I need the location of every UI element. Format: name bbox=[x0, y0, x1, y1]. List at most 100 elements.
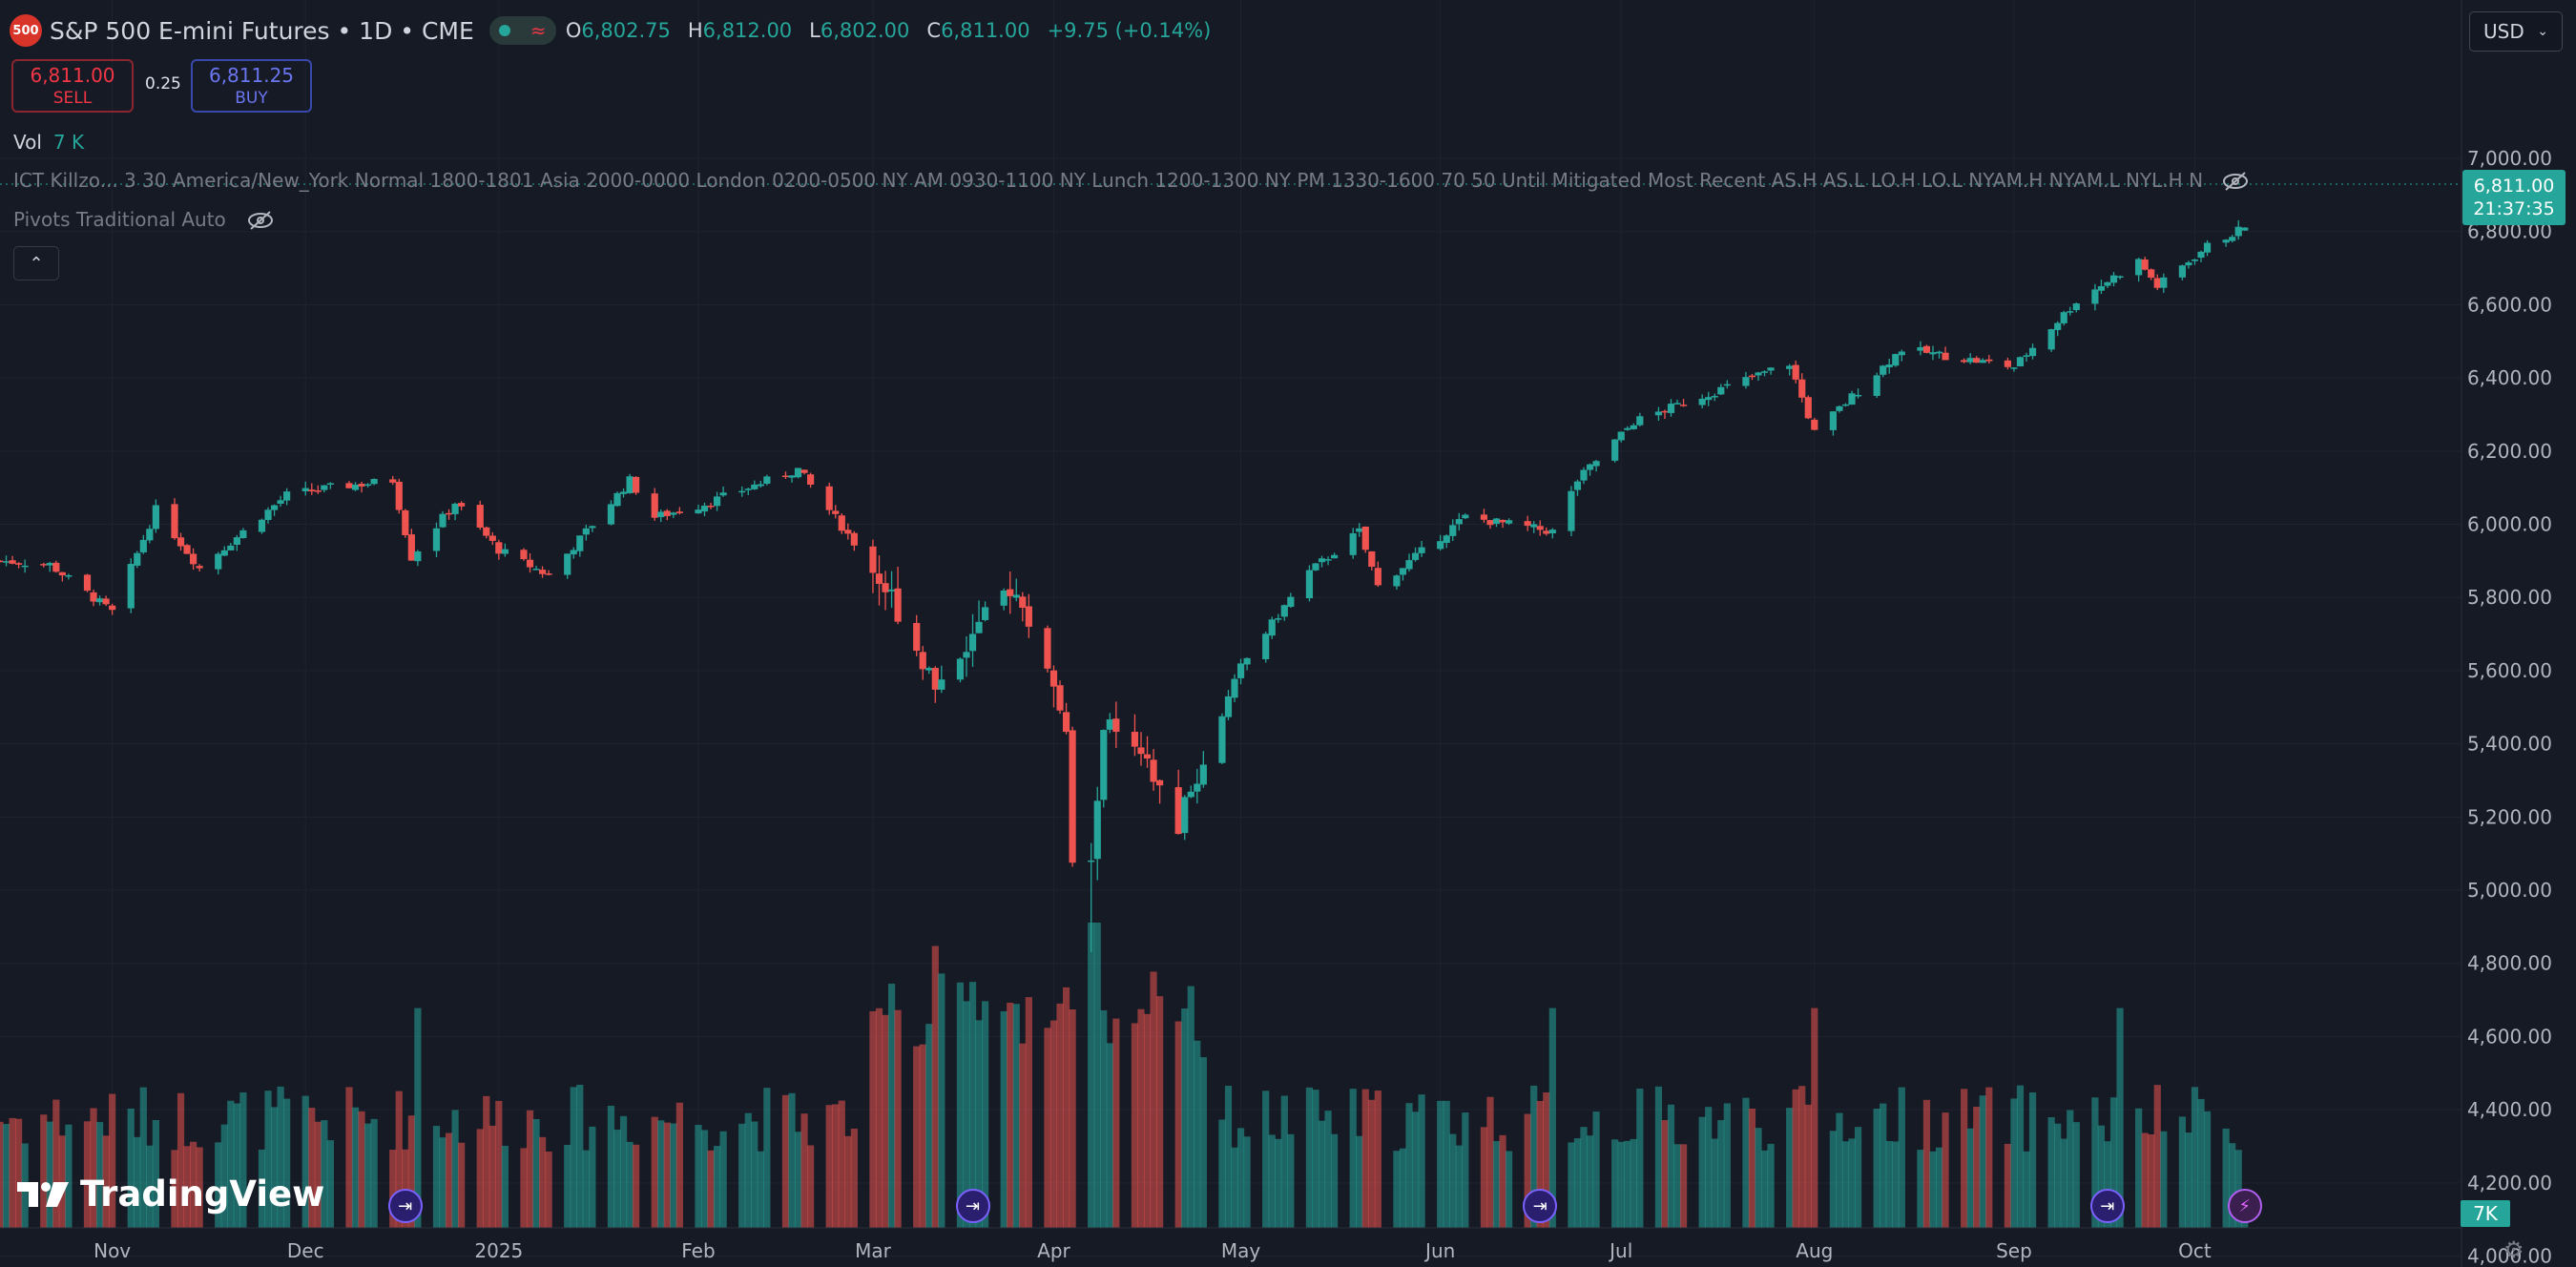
volume-bar bbox=[9, 1117, 16, 1228]
volume-bar bbox=[938, 973, 945, 1228]
candle-body bbox=[1630, 425, 1637, 429]
volume-bar bbox=[1368, 1099, 1376, 1228]
volume-bar bbox=[619, 1115, 628, 1228]
candle-body bbox=[127, 564, 135, 609]
settings-icon[interactable]: ⚙ bbox=[2503, 1236, 2524, 1263]
volume-bar bbox=[358, 1111, 365, 1228]
volume-bar bbox=[1318, 1120, 1326, 1228]
event-icon[interactable]: ⇥ bbox=[387, 1189, 423, 1223]
candle-body bbox=[2091, 289, 2099, 304]
volume-bar bbox=[1062, 987, 1070, 1228]
volume-bar bbox=[2091, 1097, 2099, 1228]
market-status[interactable]: ≈ bbox=[488, 16, 556, 45]
volume-bar bbox=[1049, 1020, 1058, 1228]
eye-off-icon[interactable] bbox=[246, 210, 275, 231]
candle-body bbox=[844, 530, 852, 534]
volume-bar bbox=[1505, 1151, 1513, 1228]
candle-body bbox=[1592, 461, 1600, 467]
candle-body bbox=[1885, 364, 1893, 368]
candle-body bbox=[1611, 439, 1619, 461]
candle-body bbox=[2135, 259, 2143, 276]
candle-body bbox=[432, 528, 441, 551]
tradingview-logo[interactable]: TradingView bbox=[17, 1174, 324, 1215]
buy-button[interactable]: 6,811.25 BUY bbox=[191, 59, 312, 113]
candle-body bbox=[1767, 367, 1775, 371]
symbol-icon[interactable]: 500 bbox=[10, 14, 42, 47]
volume-bar bbox=[351, 1107, 360, 1228]
candle-body bbox=[451, 503, 459, 514]
volume-bar bbox=[1636, 1089, 1644, 1228]
price-tick-label: 4,200.00 bbox=[2467, 1172, 2552, 1194]
candle-body bbox=[189, 553, 197, 565]
price-tick-label: 4,400.00 bbox=[2467, 1098, 2552, 1121]
volume-bar bbox=[968, 982, 977, 1228]
currency-select[interactable]: USD ⌄ bbox=[2469, 11, 2563, 52]
volume-bar bbox=[1324, 1111, 1332, 1228]
volume-indicator-name: Vol bbox=[13, 131, 42, 154]
candle-body bbox=[744, 488, 752, 490]
price-tick-label: 7,000.00 bbox=[2467, 147, 2552, 170]
candle-body bbox=[1811, 419, 1818, 430]
volume-bar bbox=[707, 1150, 715, 1228]
ict-killzones-legend[interactable]: ICT Killzo... 3 30 America/New_York Norm… bbox=[13, 169, 2204, 192]
volume-bar bbox=[1836, 1112, 1843, 1228]
candle-body bbox=[1848, 393, 1856, 405]
candle-body bbox=[1199, 764, 1207, 785]
volume-bar bbox=[1617, 1141, 1625, 1228]
candle-body bbox=[270, 505, 279, 510]
volume-bar bbox=[1705, 1107, 1713, 1228]
candle-body bbox=[633, 476, 640, 493]
candle-body bbox=[139, 539, 147, 552]
candle-body bbox=[1505, 520, 1513, 524]
candle-body bbox=[1224, 696, 1233, 717]
volume-bar bbox=[800, 1113, 808, 1228]
flash-icon[interactable]: ⚡ bbox=[2227, 1189, 2262, 1223]
price-tick-label: 6,000.00 bbox=[2467, 513, 2552, 536]
candle-body bbox=[83, 574, 92, 592]
candle-body bbox=[1025, 606, 1032, 627]
candle-body bbox=[177, 537, 185, 547]
candle-body bbox=[1449, 525, 1457, 536]
candle-body bbox=[838, 515, 845, 531]
candle-body bbox=[607, 504, 615, 525]
candle-body bbox=[931, 668, 939, 690]
time-tick-label: Jun bbox=[1423, 1239, 1455, 1262]
symbol-title[interactable]: S&P 500 E-mini Futures • 1D • CME bbox=[50, 16, 474, 45]
volume-bar bbox=[146, 1145, 154, 1228]
candle-body bbox=[1748, 375, 1756, 378]
candle-body bbox=[476, 505, 484, 528]
volume-bar bbox=[1312, 1090, 1319, 1228]
sell-button[interactable]: 6,811.00 SELL bbox=[11, 59, 134, 113]
pivots-legend[interactable]: Pivots Traditional Auto bbox=[13, 208, 226, 231]
volume-bar bbox=[1760, 1150, 1769, 1228]
event-icon[interactable]: ⇥ bbox=[955, 1189, 990, 1223]
volume-bar bbox=[345, 1087, 353, 1228]
candle-body bbox=[1275, 618, 1282, 620]
tradingview-logo-text: TradingView bbox=[80, 1174, 325, 1215]
volume-bar bbox=[2178, 1116, 2187, 1228]
volume-bar bbox=[1929, 1151, 1937, 1228]
collapse-legend-button[interactable]: ⌃ bbox=[13, 246, 59, 280]
event-icon[interactable]: ⇥ bbox=[1523, 1189, 1558, 1223]
price-tick-label: 5,800.00 bbox=[2467, 586, 2552, 609]
candle-body bbox=[1405, 560, 1413, 570]
candle-body bbox=[1106, 719, 1113, 730]
price-tick-label: 4,000.00 bbox=[2467, 1245, 2552, 1267]
volume-bar bbox=[1536, 1100, 1544, 1228]
candle-body bbox=[1524, 521, 1531, 527]
candle-body bbox=[1150, 759, 1157, 782]
volume-indicator-legend[interactable]: Vol 7 K bbox=[13, 131, 84, 154]
event-icon[interactable]: ⇥ bbox=[2089, 1189, 2125, 1223]
volume-bar bbox=[2185, 1132, 2192, 1228]
candle-body bbox=[483, 527, 490, 536]
volume-bar bbox=[744, 1112, 752, 1228]
volume-bar bbox=[981, 1001, 989, 1228]
volume-bar bbox=[1044, 1028, 1051, 1228]
candle-body bbox=[2004, 360, 2012, 367]
candle-body bbox=[90, 592, 97, 602]
candle-body bbox=[2023, 355, 2030, 357]
candle-body bbox=[713, 496, 721, 507]
eye-off-icon[interactable] bbox=[2221, 171, 2250, 192]
volume-bar bbox=[1187, 986, 1195, 1228]
